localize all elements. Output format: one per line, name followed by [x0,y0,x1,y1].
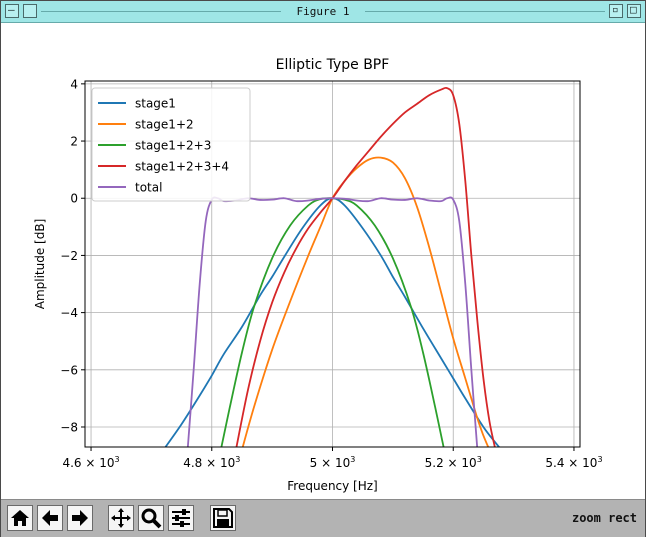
pan-button[interactable] [108,505,134,531]
forward-arrow-icon [72,510,88,526]
x-tick-label: 4.8 × 103 [183,455,240,470]
y-tick-label: 0 [70,192,78,206]
x-tick-exponent: 3 [115,455,120,464]
save-button[interactable] [210,505,236,531]
x-axis-ticks: 4.6 × 103 4.8 × 103 5 × 103 5.2 × 103 5.4 × … [62,447,603,470]
title-decoration-left [41,11,281,12]
back-arrow-icon [42,510,58,526]
y-tick-label: −2 [60,249,78,263]
y-axis-ticks: 4 2 0 −2 −4 −6 −8 [60,77,85,434]
x-axis-label: Frequency [Hz] [287,479,378,493]
navigation-toolbar: zoom rect [1,499,645,537]
zoom-magnifier-icon [141,508,162,529]
window-shade-button[interactable] [23,4,37,18]
chart-title: Elliptic Type BPF [276,57,390,73]
maximize-button[interactable]: □ [627,3,641,18]
line-chart[interactable]: 4.6 × 103 4.8 × 103 5 × 103 5.2 × 103 5.4 × … [1,23,645,499]
configure-subplots-button[interactable] [168,505,194,531]
y-tick-label: −6 [60,363,78,377]
home-button[interactable] [7,505,33,531]
pan-move-icon [111,508,131,528]
back-button[interactable] [37,505,63,531]
configure-subplots-icon [172,509,190,527]
x-tick-label: 5.4 × 103 [545,455,602,470]
series-line-stage1 [164,197,501,447]
x-tick-label: 5.2 × 103 [425,455,482,470]
minimize-button[interactable]: ▫ [609,3,623,18]
legend-label: stage1+2+3 [135,139,211,153]
y-tick-label: −4 [60,306,78,320]
x-tick-label: 4.6 × 103 [62,455,119,470]
title-decoration-right [365,11,605,12]
window-menu-button[interactable]: – [5,3,19,18]
legend-label: total [135,181,162,195]
home-icon [11,510,29,526]
legend-label: stage1+2 [135,118,194,132]
y-tick-label: 4 [70,77,78,91]
x-tick-exponent: 3 [477,455,482,464]
y-tick-label: 2 [70,135,78,149]
save-floppy-icon [213,508,233,528]
x-tick-exponent: 3 [597,455,602,464]
figure-canvas[interactable]: 4.6 × 103 4.8 × 103 5 × 103 5.2 × 103 5.4 × … [1,23,645,499]
legend: stage1 stage1+2 stage1+2+3 stage1+2+3+4 tota… [91,87,251,202]
legend-box [91,87,251,202]
x-tick-label: 5 × 103 [310,455,356,470]
toolbar-mode-status: zoom rect [571,511,637,525]
window-title: Figure 1 [296,5,350,18]
zoom-button[interactable] [138,505,164,531]
y-axis-label: Amplitude [dB] [33,219,47,310]
x-tick-exponent: 3 [235,455,240,464]
y-tick-label: −8 [60,420,78,434]
legend-label: stage1 [135,97,176,111]
title-bar[interactable]: – Figure 1 ▫ □ [1,1,645,23]
x-tick-exponent: 3 [350,455,355,464]
forward-button[interactable] [67,505,93,531]
legend-label: stage1+2+3+4 [135,160,229,174]
series-line-stage1-plus-2-plus-3-plus-4 [235,86,496,447]
series-line-stage1-plus-2 [241,156,490,447]
